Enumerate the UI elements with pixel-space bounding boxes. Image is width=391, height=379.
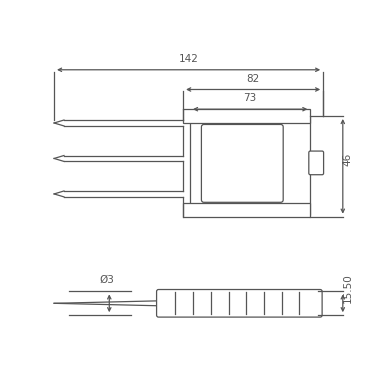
Bar [183, 203, 310, 216]
FancyBboxPatch shape [201, 124, 283, 202]
Text: 73: 73 [244, 93, 257, 103]
Text: 142: 142 [179, 54, 199, 64]
Text: 46: 46 [343, 153, 353, 166]
FancyBboxPatch shape [156, 290, 322, 317]
Bar [190, 116, 310, 215]
Bar [183, 109, 310, 123]
Text: Ø3: Ø3 [100, 274, 115, 285]
FancyBboxPatch shape [309, 151, 324, 175]
Text: 82: 82 [246, 74, 260, 84]
Text: 15.50: 15.50 [343, 274, 353, 303]
